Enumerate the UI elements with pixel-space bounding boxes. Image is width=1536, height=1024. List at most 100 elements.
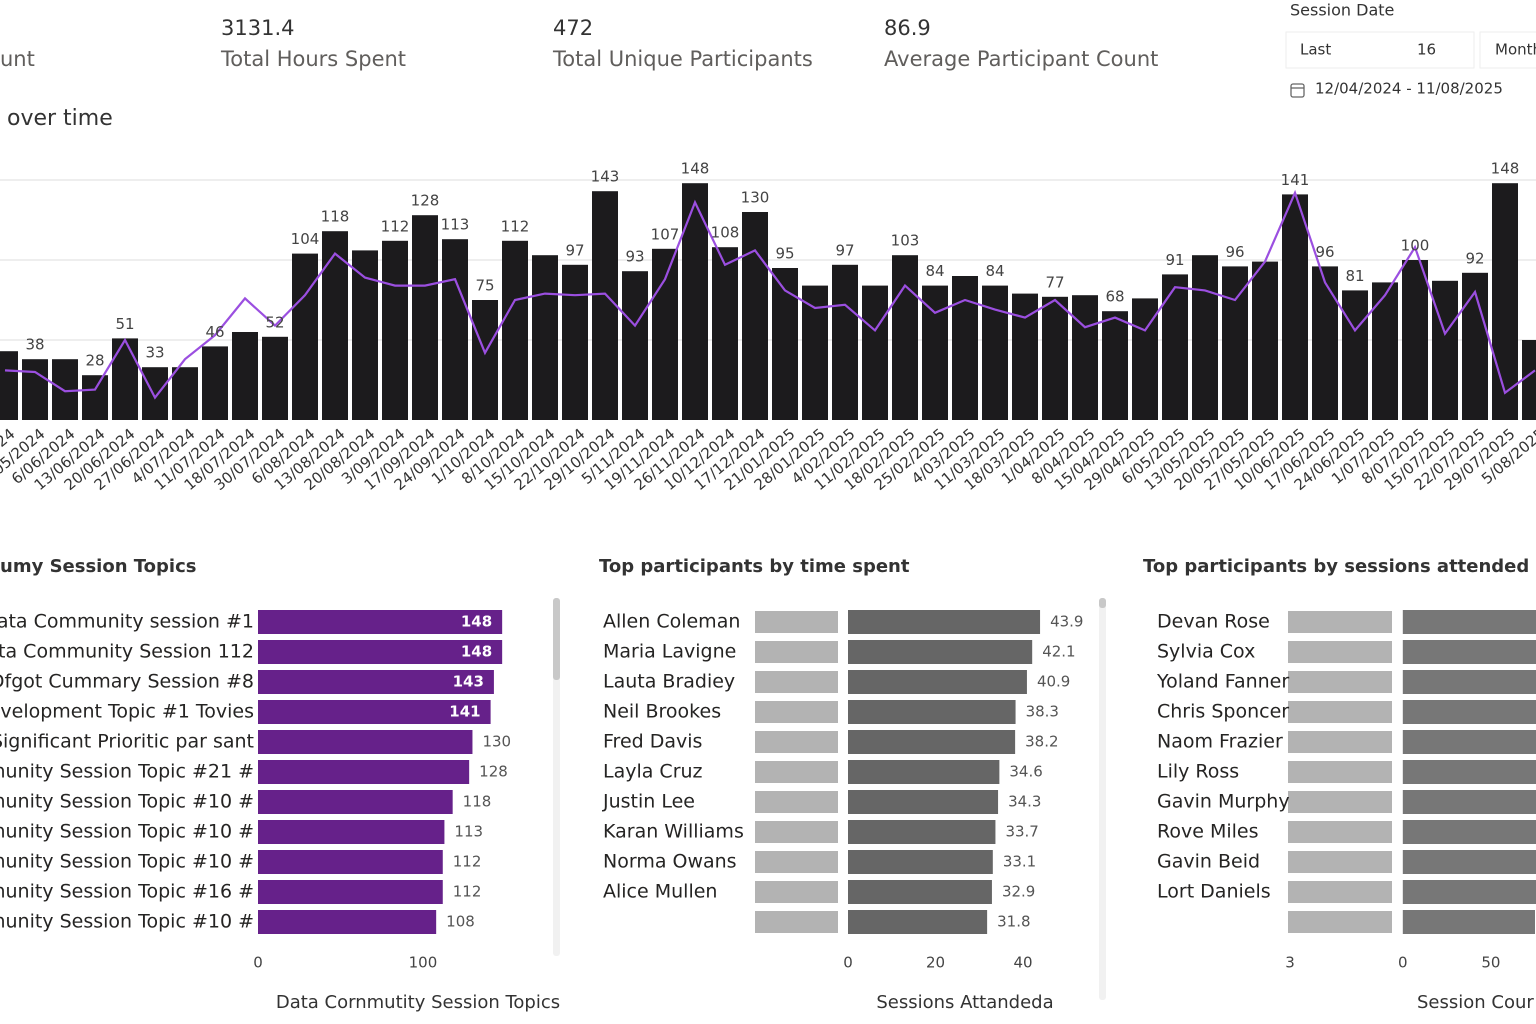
category-label: Lauta Bradiey [603,671,735,693]
x-axis-title: Data Cornmutity Session Topics [276,992,560,1013]
category-label: Norma Owans [603,851,737,873]
data-label: 143 [591,168,620,186]
slicer-box[interactable] [1285,31,1475,69]
bar [258,910,437,934]
category-label: Lily Ross [1157,761,1239,783]
data-label: 34.6 [1009,763,1042,781]
category-label: Rove Miles [1157,821,1259,843]
row-background [1288,911,1392,933]
data-label: 148 [681,160,710,178]
bar [1402,730,1536,754]
scrollbar-thumb[interactable] [1099,598,1106,608]
category-label: Naom Frazier [1157,731,1283,753]
scrollbar-track[interactable] [553,598,560,956]
bar [892,255,918,420]
bar [142,367,168,420]
category-label: S Data Community session #1 [0,611,254,633]
data-label: 100 [1401,237,1430,255]
kpi-value: 3131.4 [221,16,294,40]
row-background [1288,701,1392,723]
bar [172,367,198,420]
data-label: 97 [835,241,854,259]
category-label: Allen Coleman [603,611,740,633]
data-label: 33.7 [1005,823,1038,841]
data-label: 148 [1491,160,1520,178]
category-label: Gavin Beid [1157,851,1260,873]
data-label: 128 [479,763,508,781]
category-label: mmunity Session Topic #10 # [0,791,254,813]
category-label: Maria Lavigne [603,641,736,663]
bar [742,212,768,420]
bar [82,375,108,420]
category-label: Chris Sponcer [1157,701,1289,723]
data-label: 96 [1225,243,1244,261]
category-label: Karan Williams [603,821,744,843]
bar [1522,340,1536,420]
category-label: Layla Cruz [603,761,703,783]
bar [1402,880,1536,904]
bar [1462,272,1488,420]
row-background [1288,791,1392,813]
bar [848,730,1016,754]
kpi-value: 472 [553,16,593,40]
data-label: 38 [25,336,44,354]
scrollbar-track[interactable] [1099,598,1106,1000]
slicer-mode[interactable]: Last [1300,41,1331,59]
data-label: 103 [891,232,920,250]
category-label: an0 Significant Prioritic par sant [0,731,254,753]
data-label: 33.1 [1003,853,1036,871]
data-label: 34.3 [1008,793,1041,811]
slicer-unit-box[interactable] [1479,31,1536,69]
category-label: l5 Dfgot Cummary Session #8 [0,671,254,693]
kpi-value: 86.9 [884,16,931,40]
calendar-icon [1290,83,1305,98]
data-label: 128 [411,192,440,210]
bar [1252,261,1278,420]
bar [1402,260,1428,420]
bar [258,670,494,694]
data-label: 40.9 [1037,673,1070,691]
bar [202,346,228,420]
row-background [755,821,838,843]
x-tick-label: 0 [253,954,263,972]
category-label: Sylvia Cox [1157,641,1255,663]
row-background [1288,641,1392,663]
scrollbar-thumb[interactable] [553,598,560,680]
data-label: 118 [463,793,492,811]
data-label: 84 [985,262,1004,280]
category-label: mmunity Session Topic #10 # [0,821,254,843]
bar [1102,311,1128,420]
data-label: 141 [1281,171,1310,189]
bar [1432,280,1458,420]
bar [848,850,993,874]
category-label: mmunity Session Topic #16 # [0,881,254,903]
data-label: 51 [115,315,134,333]
slicer-unit[interactable]: Month [1495,41,1536,59]
bar [52,359,78,420]
data-label: 46 [205,323,224,341]
category-label: Yoland Fanner [1156,671,1289,693]
row-background [755,851,838,873]
x-axis-title: Sessions Attandeda [876,992,1053,1013]
bar [622,271,648,420]
bar [262,336,288,420]
row-background [755,671,838,693]
bar [232,332,258,420]
bar [1402,610,1536,634]
row-background [755,911,838,933]
bar [502,240,528,420]
bar [682,183,708,420]
bar [258,790,453,814]
x-tick-label: 3 [1285,954,1295,972]
bar [322,231,348,420]
slicer-range: 12/04/2024 - 11/08/2025 [1315,80,1503,98]
bar [382,240,408,420]
data-label: 38.2 [1025,733,1058,751]
data-label: 97 [565,241,584,259]
bar [848,880,992,904]
slicer-count[interactable]: 16 [1417,41,1436,59]
bar [1402,850,1536,874]
bar [442,239,468,420]
data-label: 28 [85,352,104,370]
